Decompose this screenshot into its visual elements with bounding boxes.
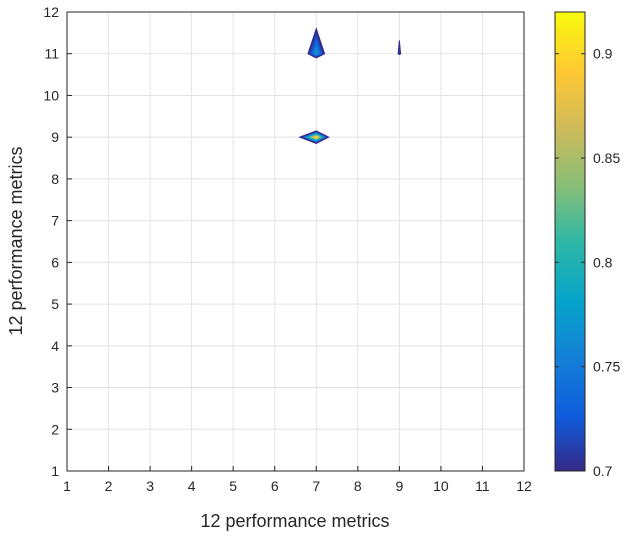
x-tick-label: 5 [229,478,237,494]
peak-9-11 [397,40,402,56]
colorbar-tick-label: 0.75 [593,359,620,375]
contour-level [313,136,319,139]
y-tick-label: 2 [51,421,59,437]
contour-level [314,49,318,55]
colorbar-tick-label: 0.9 [593,46,613,62]
colorbar-tick-label: 0.7 [593,463,613,479]
x-tick-label: 3 [146,478,154,494]
y-tick-label: 3 [51,380,59,396]
y-tick-label: 10 [43,87,59,103]
colorbar [554,11,586,472]
y-tick-label: 11 [44,46,59,62]
y-tick-label: 7 [51,213,59,229]
peak-7-9 [298,130,330,144]
x-tick-label: 10 [433,478,449,494]
y-axis-label: 12 performance metrics [6,146,26,335]
x-tick-label: 2 [105,478,113,494]
colorbar-ticks: 0.7 0.75 0.8 0.85 0.9 [555,46,620,479]
x-tick-label: 12 [516,478,532,494]
x-tick-label: 9 [395,478,403,494]
plot-frame [66,11,525,472]
x-tick-label: 1 [63,478,71,494]
plot-area [67,12,524,471]
x-tick-label: 11 [475,478,490,494]
x-tick-label: 6 [271,478,279,494]
y-tick-label: 6 [51,254,59,270]
x-axis-label: 12 performance metrics [200,511,389,531]
grid [67,12,524,471]
x-tick-label: 4 [188,478,196,494]
x-tick-label: 7 [312,478,320,494]
y-tick-label: 4 [51,338,59,354]
colorbar-tick-label: 0.85 [593,150,620,166]
y-tick-label: 9 [51,129,59,145]
contour-features [298,27,402,144]
y-tick-label: 1 [51,463,59,479]
y-tick-label: 12 [43,4,59,20]
peak-7-11 [307,27,326,59]
y-tick-label: 8 [51,171,59,187]
colorbar-tick-label: 0.8 [593,254,613,270]
y-tick-label: 5 [51,296,59,312]
x-ticks: 1 2 3 4 5 6 7 8 9 10 11 12 [63,466,532,494]
x-tick-label: 8 [354,478,362,494]
